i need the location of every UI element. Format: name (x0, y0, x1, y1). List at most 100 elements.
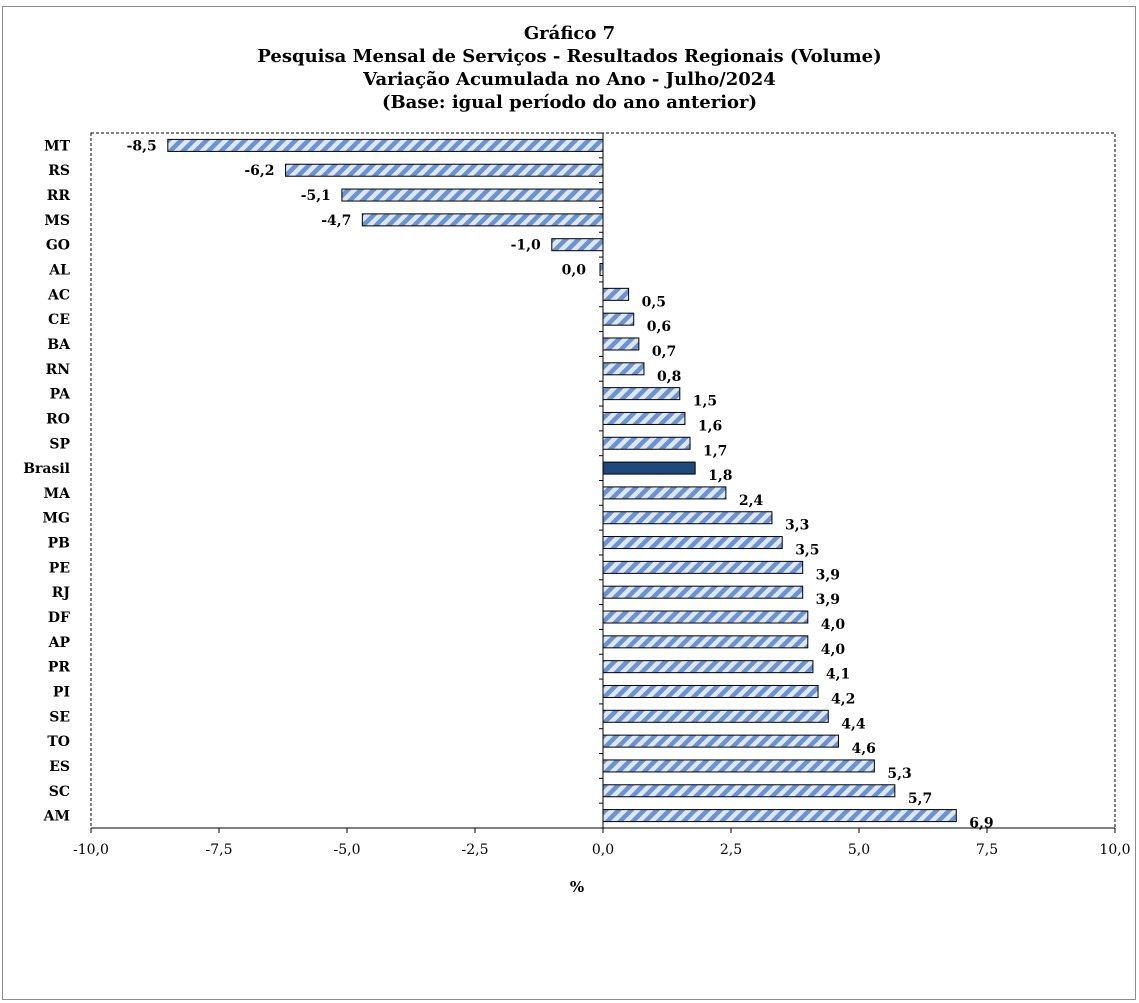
value-label-to: 4,6 (852, 741, 876, 757)
value-label-al: 0,0 (562, 263, 587, 279)
value-label-ac: 0,5 (642, 294, 666, 310)
category-label-al: AL (48, 263, 70, 279)
x-tick-label: 0,0 (592, 842, 614, 858)
axes-group: MT -8,5 RS -6,2 RR -5,1 MS -4,7 GO -1,0 AL 0,0 AC 0,5… (23, 132, 1131, 858)
category-label-ma: MA (44, 486, 71, 502)
bar-ce (602, 312, 635, 326)
bar-brasil (602, 461, 696, 475)
value-label-pi: 4,2 (831, 691, 855, 707)
value-label-df: 4,0 (821, 617, 846, 633)
category-label-mt: MT (44, 138, 70, 154)
value-label-ma: 2,4 (739, 493, 764, 509)
value-label-brasil: 1,8 (708, 468, 732, 484)
category-label-rr: RR (47, 188, 71, 204)
bar-ma (602, 486, 727, 500)
category-label-brasil: Brasil (23, 461, 70, 477)
value-label-rn: 0,8 (657, 369, 681, 385)
category-label-go: GO (46, 238, 70, 254)
category-label-pa: PA (50, 387, 72, 403)
bar-sp (602, 436, 691, 450)
category-label-pb: PB (48, 536, 71, 552)
x-tick-label: 5,0 (848, 842, 870, 858)
value-label-mg: 3,3 (785, 518, 809, 534)
category-label-to: TO (47, 734, 70, 750)
value-label-pr: 4,1 (826, 667, 850, 683)
value-label-ro: 1,6 (698, 418, 722, 434)
bar-rj (602, 585, 804, 599)
chart-title: Gráfico 7 (523, 23, 616, 44)
chart-subtitle-line-2: Variação Acumulada no Ano - Julho/2024 (363, 69, 776, 90)
bar-go (551, 238, 604, 252)
bar-pa (602, 387, 681, 401)
value-label-ms: -4,7 (321, 213, 351, 229)
category-label-rj: RJ (52, 585, 71, 601)
bar-ac (602, 287, 630, 301)
value-label-sc: 5,7 (908, 791, 932, 807)
category-label-sc: SC (49, 784, 70, 800)
bar-ap (602, 635, 809, 649)
value-label-es: 5,3 (887, 766, 911, 782)
bar-rr (341, 188, 604, 202)
value-label-mt: -8,5 (127, 138, 157, 154)
chart-titles: Gráfico 7 Pesquisa Mensal de Serviços - … (0, 22, 1139, 114)
value-label-rj: 3,9 (816, 592, 840, 608)
category-label-mg: MG (43, 511, 70, 527)
value-label-am: 6,9 (969, 816, 993, 832)
value-label-ce: 0,6 (647, 319, 671, 335)
value-label-se: 4,4 (841, 716, 866, 732)
value-label-go: -1,0 (511, 238, 541, 254)
category-label-rs: RS (48, 163, 70, 179)
category-label-se: SE (49, 709, 70, 725)
x-tick-label: 10,0 (1099, 842, 1130, 858)
x-tick-label: -7,5 (206, 842, 233, 858)
bar-mg (602, 511, 773, 525)
bar-ms (361, 213, 604, 227)
category-label-sp: SP (49, 436, 70, 452)
category-label-es: ES (49, 759, 70, 775)
bar-pr (602, 660, 814, 674)
bar-to (602, 734, 840, 748)
bar-df (602, 610, 809, 624)
category-label-ap: AP (48, 635, 71, 651)
category-label-ms: MS (44, 213, 70, 229)
value-label-rs: -6,2 (244, 163, 274, 179)
bar-pe (602, 560, 804, 574)
category-label-ro: RO (46, 411, 70, 427)
bars-group (167, 138, 957, 823)
x-tick-label: -5,0 (334, 842, 361, 858)
value-label-ba: 0,7 (652, 344, 676, 360)
value-label-pa: 1,5 (693, 394, 717, 410)
x-tick-label: 2,5 (720, 842, 742, 858)
x-tick-label: 7,5 (976, 842, 998, 858)
category-label-ce: CE (48, 312, 70, 328)
value-label-sp: 1,7 (703, 443, 727, 459)
category-label-df: DF (48, 610, 70, 626)
bar-sc (602, 784, 896, 798)
bar-pi (602, 684, 819, 698)
bar-ba (602, 337, 640, 351)
x-tick-label: -2,5 (462, 842, 489, 858)
chart-subtitle-line-3: (Base: igual período do ano anterior) (381, 92, 758, 113)
category-label-pi: PI (53, 684, 70, 700)
category-label-ba: BA (47, 337, 71, 353)
category-label-rn: RN (46, 362, 71, 378)
value-label-pe: 3,9 (816, 567, 840, 583)
bar-ro (602, 411, 686, 425)
category-label-ac: AC (47, 287, 70, 303)
category-label-pe: PE (49, 560, 70, 576)
value-label-pb: 3,5 (795, 543, 819, 559)
category-label-pr: PR (48, 660, 71, 676)
bar-rs (285, 163, 604, 177)
bar-mt (167, 138, 604, 152)
chart-subtitle-line-1: Pesquisa Mensal de Serviços - Resultados… (257, 46, 882, 67)
bar-es (602, 759, 875, 773)
x-axis-label: % (570, 878, 584, 896)
value-label-ap: 4,0 (821, 642, 846, 658)
bar-se (602, 709, 829, 723)
bar-pb (602, 536, 783, 550)
bar-am (602, 809, 957, 823)
bar-rn (602, 362, 645, 376)
value-label-rr: -5,1 (301, 188, 331, 204)
x-tick-label: -10,0 (73, 842, 109, 858)
